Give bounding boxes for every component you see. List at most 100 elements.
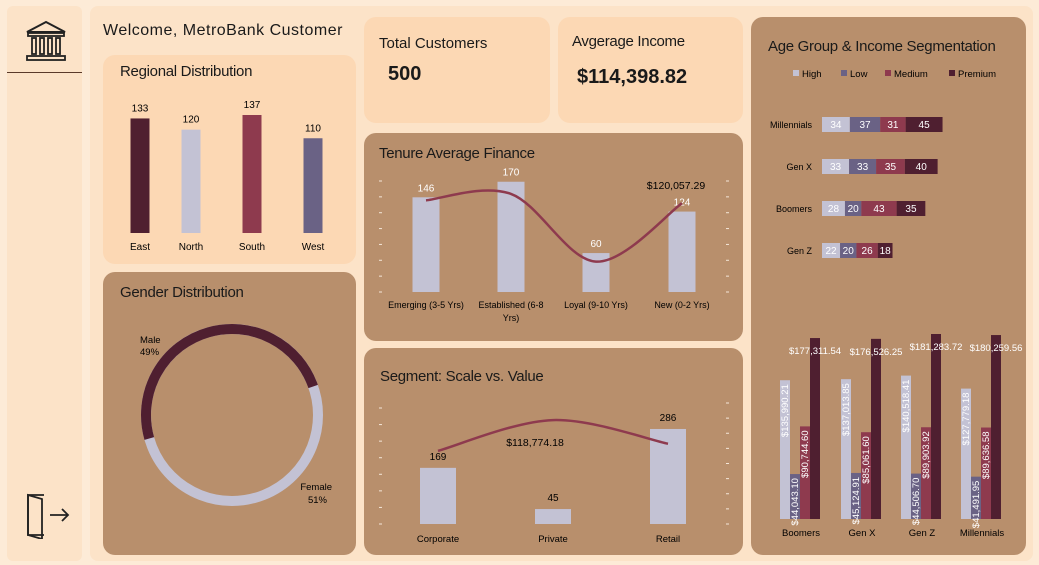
bank-icon[interactable] — [22, 19, 70, 63]
age-stacked-value-label: 20 — [843, 246, 855, 257]
age-stacked-segment — [822, 117, 850, 132]
tenure-bar — [497, 181, 525, 292]
age-stacked-segment — [880, 117, 906, 132]
age-legend-swatch — [841, 70, 847, 76]
age-stacked-segment — [822, 243, 841, 258]
segment-category-label: Private — [538, 534, 568, 545]
total-customers-value: 500 — [388, 63, 422, 85]
age-stacked-segment — [849, 159, 877, 174]
age-grouped-value-label: $180,259.56 — [970, 343, 1023, 354]
age-grouped-value-label: $44,506.70 — [911, 478, 922, 526]
regional-card: Regional Distribution 133 East 120 North 137… — [103, 55, 356, 264]
segment-bar — [650, 428, 686, 524]
segment-bar — [535, 509, 571, 524]
tenure-value-label: 124 — [674, 198, 691, 209]
age-grouped-value-label: $140,518.41 — [901, 380, 912, 433]
tenure-bar — [668, 211, 696, 292]
age-legend-label: High — [802, 69, 822, 80]
age-stacked-segment — [856, 243, 878, 258]
age-stacked-category-label: Gen X — [786, 162, 812, 172]
age-stacked-value-label: 28 — [828, 204, 840, 215]
tenure-line — [425, 189, 683, 263]
regional-value-label: 133 — [132, 103, 149, 114]
segment-value-label: 169 — [430, 452, 447, 463]
regional-bar — [181, 129, 201, 233]
age-grouped-value-label: $137,013.85 — [841, 383, 852, 436]
age-stacked-value-label: 35 — [905, 204, 917, 215]
age-stacked-segment — [844, 201, 862, 216]
regional-category-label: East — [130, 242, 150, 253]
age-legend-swatch — [885, 70, 891, 76]
gender-value-female: 51% — [308, 495, 328, 506]
age-grouped-value-label: $44,043.10 — [790, 478, 801, 526]
sidebar-divider — [7, 72, 82, 73]
age-grouped-bar — [981, 427, 991, 519]
age-grouped-bar — [800, 426, 810, 519]
tenure-category-label: New (0-2 Yrs) — [654, 300, 709, 310]
regional-title: Regional Distribution — [120, 63, 253, 80]
age-stacked-value-label: 35 — [885, 162, 897, 173]
segment-card: Segment: Scale vs. Value 169 Corporate 45 P… — [364, 348, 743, 555]
age-stacked-segment — [840, 243, 857, 258]
segment-category-label: Retail — [656, 534, 680, 545]
regional-bar — [303, 138, 323, 233]
gender-slice-male — [141, 324, 323, 506]
regional-value-label: 110 — [305, 123, 321, 134]
tenure-value-label: 146 — [418, 183, 435, 194]
age-legend-swatch — [793, 70, 799, 76]
age-grouped-value-label: $176,526.25 — [850, 347, 903, 358]
age-grouped-bar — [780, 380, 790, 519]
age-card: Age Group & Income Segmentation High Low M… — [751, 17, 1026, 555]
segment-title: Segment: Scale vs. Value — [380, 368, 544, 385]
age-stacked-value-label: 40 — [916, 162, 928, 173]
age-stacked-value-label: 20 — [848, 204, 860, 215]
age-grouped-category-label: Boomers — [782, 528, 820, 539]
regional-value-label: 120 — [183, 115, 200, 126]
logout-icon[interactable] — [24, 489, 72, 539]
tenure-card: Tenure Average Finance 146 Emerging (3-5 … — [364, 133, 743, 341]
age-stacked-value-label: 33 — [857, 162, 869, 173]
avg-income-label: Avgerage Income — [572, 33, 685, 50]
welcome-title: Welcome, MetroBank Customer — [103, 22, 343, 39]
age-grouped-bar — [810, 338, 820, 519]
segment-value-label: 45 — [547, 493, 559, 504]
gender-card: Gender Distribution Male 49% Female 51% — [103, 272, 356, 555]
regional-category-label: West — [302, 242, 325, 253]
age-grouped-bar — [921, 427, 931, 519]
age-grouped-bar — [790, 474, 800, 519]
age-stacked-segment — [905, 117, 943, 132]
age-stacked-value-label: 22 — [825, 246, 837, 257]
age-stacked-segment — [876, 159, 905, 174]
age-stacked-value-label: 33 — [830, 162, 842, 173]
age-stacked-category-label: Millennials — [770, 120, 813, 130]
age-legend-label: Premium — [958, 69, 996, 80]
age-grouped-category-label: Gen X — [849, 528, 877, 539]
age-grouped-bar — [991, 335, 1001, 519]
age-grouped-value-label: $90,744.60 — [800, 430, 811, 478]
age-stacked-value-label: 45 — [919, 120, 931, 131]
regional-bar — [130, 118, 150, 233]
age-grouped-bar — [861, 432, 871, 519]
tenure-value-label: 60 — [590, 239, 602, 250]
age-stacked-segment — [877, 243, 893, 258]
age-legend-swatch — [949, 70, 955, 76]
age-stacked-value-label: 26 — [862, 246, 874, 257]
age-grouped-value-label: $177,311.54 — [789, 346, 841, 357]
segment-bar — [420, 467, 456, 524]
age-grouped-value-label: $85,061.60 — [861, 436, 872, 484]
age-chart: High Low Medium Premium Millennials 34 37 31 45 G… — [770, 69, 1023, 539]
age-grouped-value-label: $41,491.95 — [971, 481, 982, 529]
age-title: Age Group & Income Segmentation — [768, 38, 996, 55]
age-grouped-value-label: $89,636.58 — [981, 432, 992, 480]
age-grouped-category-label: Gen Z — [909, 528, 936, 539]
tenure-category-label: Yrs) — [503, 313, 520, 323]
regional-category-label: South — [239, 242, 265, 253]
age-stacked-segment — [904, 159, 938, 174]
segment-category-label: Corporate — [417, 534, 459, 545]
age-stacked-value-label: 43 — [873, 204, 885, 215]
segment-line — [437, 418, 669, 453]
age-stacked-segment — [822, 159, 850, 174]
tenure-category-label: Loyal (9-10 Yrs) — [564, 300, 628, 310]
gender-label-male: Male — [140, 335, 161, 346]
age-legend-label: Medium — [894, 69, 928, 80]
